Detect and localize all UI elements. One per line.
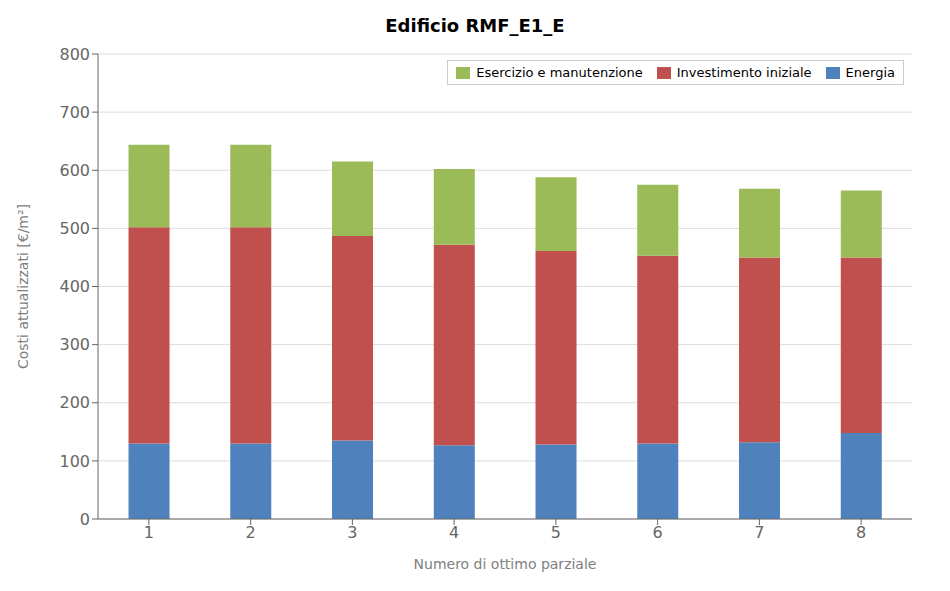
svg-text:4: 4 [449, 523, 459, 542]
svg-text:Costi attualizzati [€/m²]: Costi attualizzati [€/m²] [15, 204, 31, 369]
svg-text:7: 7 [754, 523, 764, 542]
html-text:Energia: Energia [845, 65, 895, 80]
svg-text:5: 5 [551, 523, 561, 542]
svg-text:700: 700 [59, 103, 90, 122]
html-text:Investimento iniziale: Investimento iniziale [676, 65, 812, 80]
svg-text:300: 300 [59, 335, 90, 354]
svg-text:6: 6 [653, 523, 663, 542]
svg-text:500: 500 [59, 219, 90, 238]
svg-text:Numero di ottimo parziale: Numero di ottimo parziale [414, 556, 597, 572]
svg-text:200: 200 [59, 393, 90, 412]
svg-text:400: 400 [59, 277, 90, 296]
svg-text:8: 8 [856, 523, 866, 542]
svg-text:600: 600 [59, 161, 90, 180]
svg-text:3: 3 [347, 523, 357, 542]
svg-text:1: 1 [144, 523, 154, 542]
html-text:Esercizio e manutenzione: Esercizio e manutenzione [476, 65, 643, 80]
svg-text:100: 100 [59, 452, 90, 471]
svg-text:800: 800 [59, 45, 90, 64]
html-text:Edificio RMF_E1_E: Edificio RMF_E1_E [385, 15, 565, 36]
svg-text:0: 0 [80, 510, 90, 529]
svg-text:2: 2 [246, 523, 256, 542]
